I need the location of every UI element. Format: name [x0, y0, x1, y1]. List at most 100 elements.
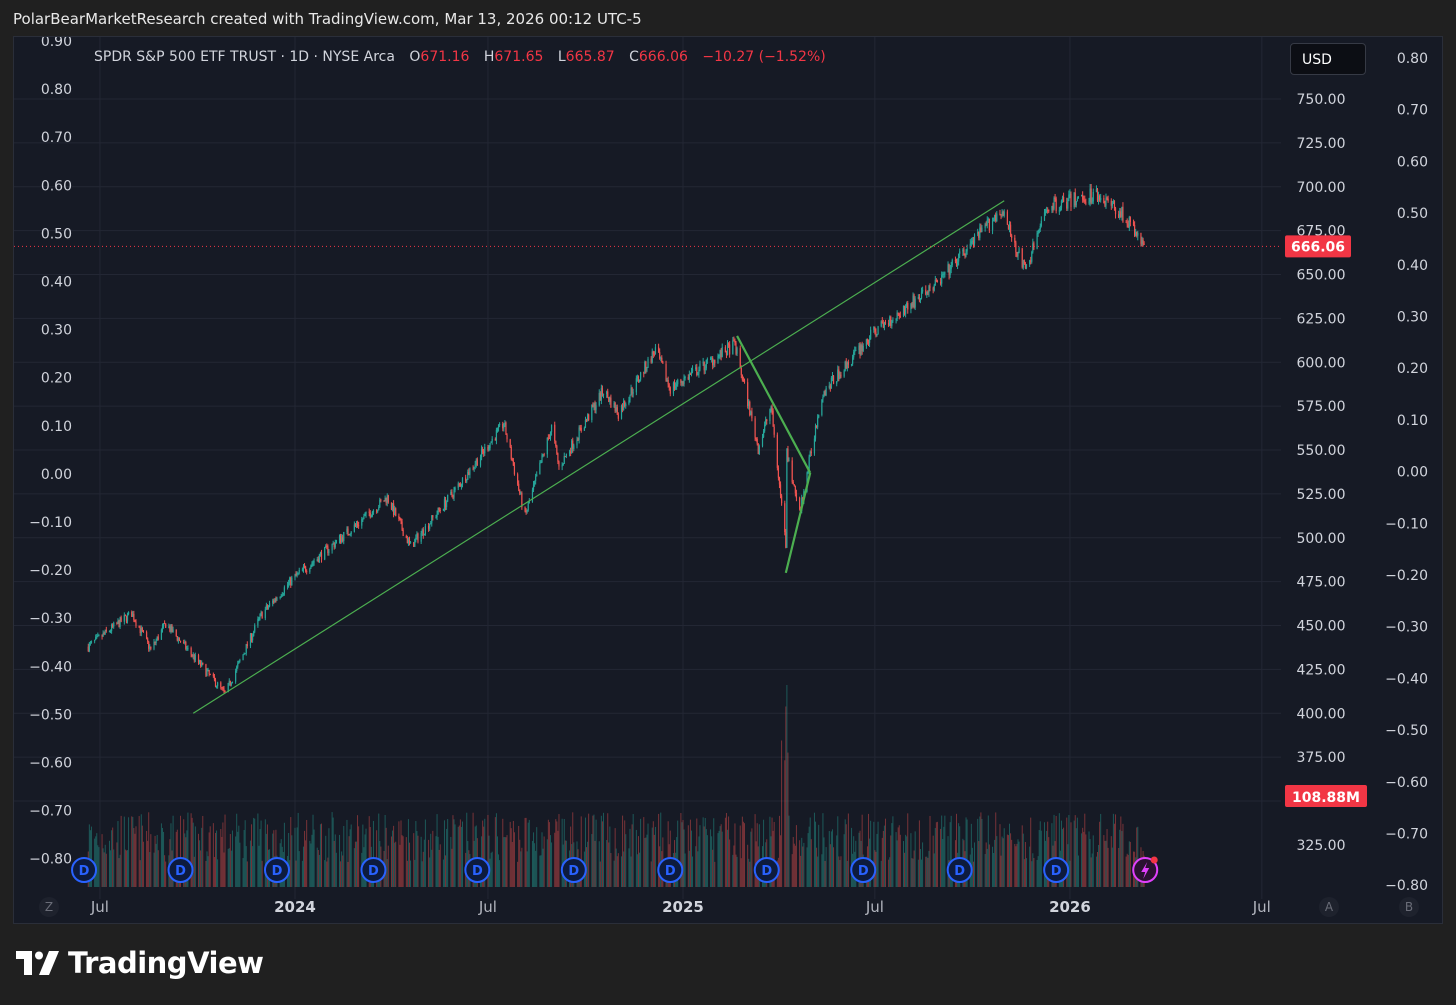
dividend-marker-label: D [272, 864, 283, 879]
dividend-marker-icon[interactable]: D [657, 857, 684, 883]
candle-body [660, 357, 662, 359]
volume-bar [341, 851, 343, 887]
candle-body [1044, 212, 1047, 214]
volume-bar [165, 861, 167, 887]
candle-body [832, 375, 835, 384]
candle-body [289, 577, 291, 583]
price-axis-label: 725.00 [1297, 136, 1346, 152]
candle-body [371, 511, 373, 516]
trendline[interactable] [784, 472, 812, 574]
dividend-marker-icon[interactable]: D [850, 857, 877, 883]
symbol-legend[interactable]: SPDR S&P 500 ETF TRUST · 1D · NYSE Arca … [94, 49, 826, 65]
volume-bar [387, 845, 389, 887]
symbol-title[interactable]: SPDR S&P 500 ETF TRUST · 1D · NYSE Arca [94, 49, 395, 65]
volume-bar [918, 820, 920, 887]
volume-bar [914, 831, 916, 887]
volume-bar [347, 861, 349, 887]
candle-body [1067, 198, 1069, 209]
dividend-marker-icon[interactable]: D [263, 857, 290, 883]
trendlines[interactable] [192, 200, 1005, 714]
dividend-marker-icon[interactable]: D [946, 857, 973, 883]
volume-bar [116, 842, 118, 887]
volume-bar [690, 830, 692, 887]
left-axis-label: −0.60 [29, 756, 72, 772]
candle-body [160, 629, 163, 640]
price-axis[interactable]: 750.00725.00700.00675.00650.00625.00600.… [1297, 92, 1346, 854]
flash-event-icon[interactable] [1132, 856, 1159, 883]
right-axis[interactable]: 0.80 0.70 0.60 0.50 0.40 0.30 0.20 0.10 0.00 −0.1… [1385, 51, 1428, 894]
candle-body [1038, 229, 1040, 233]
volume-bar [793, 843, 795, 887]
dividend-marker-icon[interactable]: D [560, 857, 587, 883]
candle-body [1085, 202, 1087, 204]
dividend-marker-icon[interactable]: D [71, 857, 98, 883]
candle-body [703, 361, 705, 371]
price-axis-label: 525.00 [1297, 487, 1346, 503]
volume-bar [513, 832, 515, 887]
trendline[interactable] [736, 335, 812, 474]
candle-body [349, 534, 351, 536]
volume-bar [119, 854, 121, 887]
dividend-marker-icon[interactable]: D [1043, 857, 1070, 883]
candle-body [910, 304, 912, 310]
candle-body [400, 520, 402, 522]
candle-body [733, 340, 735, 342]
volume-bar [521, 847, 523, 887]
volume-bar [385, 827, 387, 887]
dividend-marker-circle [360, 857, 387, 883]
candle-body [609, 397, 611, 402]
dividend-marker-icon[interactable]: D [464, 857, 491, 883]
volume-bar [763, 819, 765, 887]
volume-bar [498, 854, 500, 887]
candle-body [913, 295, 915, 308]
volume-bar [624, 820, 626, 887]
candle-body [513, 465, 516, 475]
corner-button-b[interactable]: B [1399, 897, 1419, 917]
candle-body [432, 515, 434, 518]
volume-bar [556, 821, 558, 887]
volume-bar [1018, 841, 1020, 887]
chart-frame[interactable]: 0.90 0.80 0.70 0.60 0.50 0.40 0.30 0.20 0.10 0.00… [13, 36, 1443, 924]
candle-body [1141, 239, 1143, 244]
volume-bar [432, 830, 434, 887]
candle-body [764, 424, 766, 432]
volume-bar [198, 833, 200, 887]
candle-body [979, 227, 981, 238]
corner-button-bottom_left[interactable]: Z [39, 897, 59, 917]
volume-bar [1009, 823, 1011, 887]
volume-bar [288, 833, 290, 887]
candle-body [325, 545, 327, 548]
dividend-marker-icon[interactable]: D [167, 857, 194, 883]
dividend-marker-icon[interactable]: D [753, 857, 780, 883]
candle-body [87, 646, 89, 652]
price-chart[interactable]: 0.90 0.80 0.70 0.60 0.50 0.40 0.30 0.20 0.10 0.00… [14, 37, 1443, 924]
dividend-marker-icon[interactable]: D [360, 857, 387, 883]
candle-body [950, 264, 952, 270]
candle-body [830, 377, 833, 389]
currency-button[interactable]: USD [1290, 43, 1366, 75]
candle-body [541, 455, 543, 463]
candle-body [1051, 206, 1053, 211]
time-axis[interactable]: Jul 2024 Jul 2025 Jul 2026 Jul [90, 898, 1271, 916]
volume-bar [309, 840, 311, 887]
volume-bar [127, 850, 129, 887]
volume-bar [771, 817, 773, 887]
volume-bar [705, 829, 707, 887]
candle-body [279, 596, 281, 598]
candle-body [615, 407, 617, 412]
candle-body [488, 447, 490, 451]
tradingview-logo: TradingView [16, 946, 264, 980]
trendline[interactable] [192, 200, 1005, 714]
candle-body [353, 524, 355, 532]
candle-body [309, 568, 311, 572]
volume-bar [450, 836, 452, 887]
volume-bar [149, 852, 151, 887]
volume-bar [546, 839, 548, 887]
candle-body [348, 534, 350, 536]
volume-bar [527, 822, 529, 887]
left-axis[interactable]: 0.90 0.80 0.70 0.60 0.50 0.40 0.30 0.20 0.10 0.00… [29, 37, 72, 868]
volume-bar [636, 854, 638, 887]
candle-body [266, 605, 269, 609]
corner-button-a[interactable]: A [1319, 897, 1339, 917]
